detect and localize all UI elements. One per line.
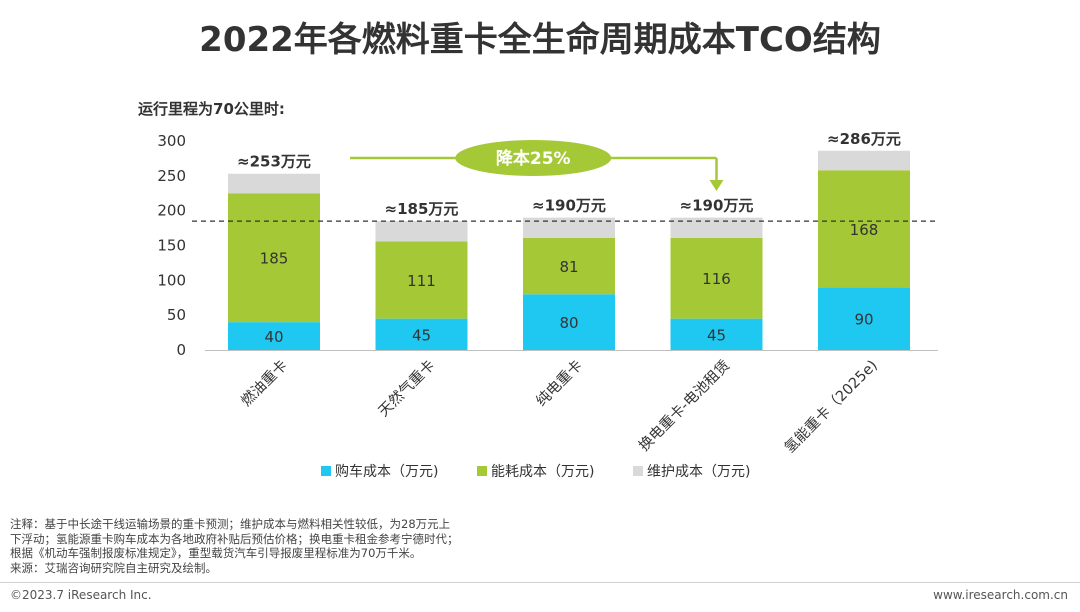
footnote-line: 注释：基于中长途干线运输场景的重卡预测；维护成本与燃料相关性较低，为28万元上 (10, 517, 451, 531)
annotation-text: 降本25% (496, 148, 571, 169)
bar-value-label: 185 (260, 250, 289, 268)
bar-segment (228, 322, 320, 350)
legend-swatch (321, 466, 331, 476)
bar-value-label: 90 (854, 311, 873, 329)
x-category-label: 燃油重卡 (237, 356, 291, 410)
bar-value-label: 40 (264, 328, 283, 346)
legend-swatch (477, 466, 487, 476)
y-tick-label: 150 (157, 237, 186, 255)
x-category-label: 纯电重卡 (533, 357, 586, 410)
page-title: 2022年各燃料重卡全生命周期成本TCO结构 (199, 20, 881, 60)
bar-segment (818, 287, 910, 350)
legend-label: 维护成本（万元) (647, 464, 750, 480)
x-category-label: 天然气重卡 (375, 357, 438, 420)
bar-value-label: 111 (407, 272, 436, 290)
bar-segment (375, 221, 468, 242)
bar-total-label: ≈185万元 (385, 200, 459, 218)
y-tick-label: 0 (176, 341, 186, 359)
y-tick-label: 50 (167, 306, 186, 324)
y-tick-label: 200 (157, 202, 186, 220)
bar-segment (670, 237, 763, 319)
bar-segment (228, 173, 320, 194)
x-category-label: 换电重卡-电池租赁 (636, 357, 734, 455)
bar-value-label: 45 (707, 326, 726, 344)
bar-total-label: ≈190万元 (532, 197, 606, 215)
legend-swatch (633, 466, 643, 476)
legend-label: 购车成本（万元) (335, 463, 438, 480)
y-tick-label: 250 (157, 167, 186, 185)
legend-label: 能耗成本（万元) (491, 464, 594, 480)
bar-segment (818, 150, 910, 171)
bar-value-label: 45 (412, 326, 431, 344)
x-category-label: 氢能重卡（2025e) (781, 357, 881, 457)
bar-total-label: ≈253万元 (237, 153, 311, 171)
bar-total-label: ≈286万元 (827, 130, 901, 148)
bar-value-label: 81 (559, 258, 578, 276)
bar-value-label: 168 (850, 221, 879, 239)
chart-subtitle: 运行里程为70公里时: (138, 100, 285, 118)
bar-segment (375, 241, 468, 319)
bar-segment (818, 170, 910, 288)
bar-segment (670, 217, 763, 238)
footnote-line: 下浮动；氢能源重卡购车成本为各地政府补贴后预估价格；换电重卡租金参考宁德时代； (10, 531, 459, 546)
bar-segment (523, 217, 615, 238)
y-tick-label: 300 (157, 132, 186, 150)
y-tick-label: 100 (157, 271, 186, 289)
bar-value-label: 116 (702, 270, 731, 288)
annotation-badge (455, 140, 612, 176)
footer-website: www.iresearch.com.cn (933, 588, 1068, 602)
footnotes: 注释：基于中长途干线运输场景的重卡预测；维护成本与燃料相关性较低，为28万元上 … (10, 517, 459, 575)
bar-segment (228, 193, 320, 323)
bar-segment (523, 237, 615, 295)
footer-divider (0, 582, 1080, 583)
bar-segment (375, 318, 468, 350)
footer-copyright: ©2023.7 iResearch Inc. (10, 588, 152, 602)
bar-total-label: ≈190万元 (680, 197, 754, 215)
bar-segment (523, 294, 615, 350)
footnote-source: 来源：艾瑞咨询研究院自主研究及绘制。 (10, 560, 217, 575)
bar-value-label: 80 (559, 314, 578, 332)
footnote-line: 根据《机动车强制报废标准规定》，重型载货汽车引导报废里程标准为70万千米。 (10, 546, 422, 560)
bar-segment (670, 318, 763, 350)
annotation-arrowhead (709, 180, 724, 191)
